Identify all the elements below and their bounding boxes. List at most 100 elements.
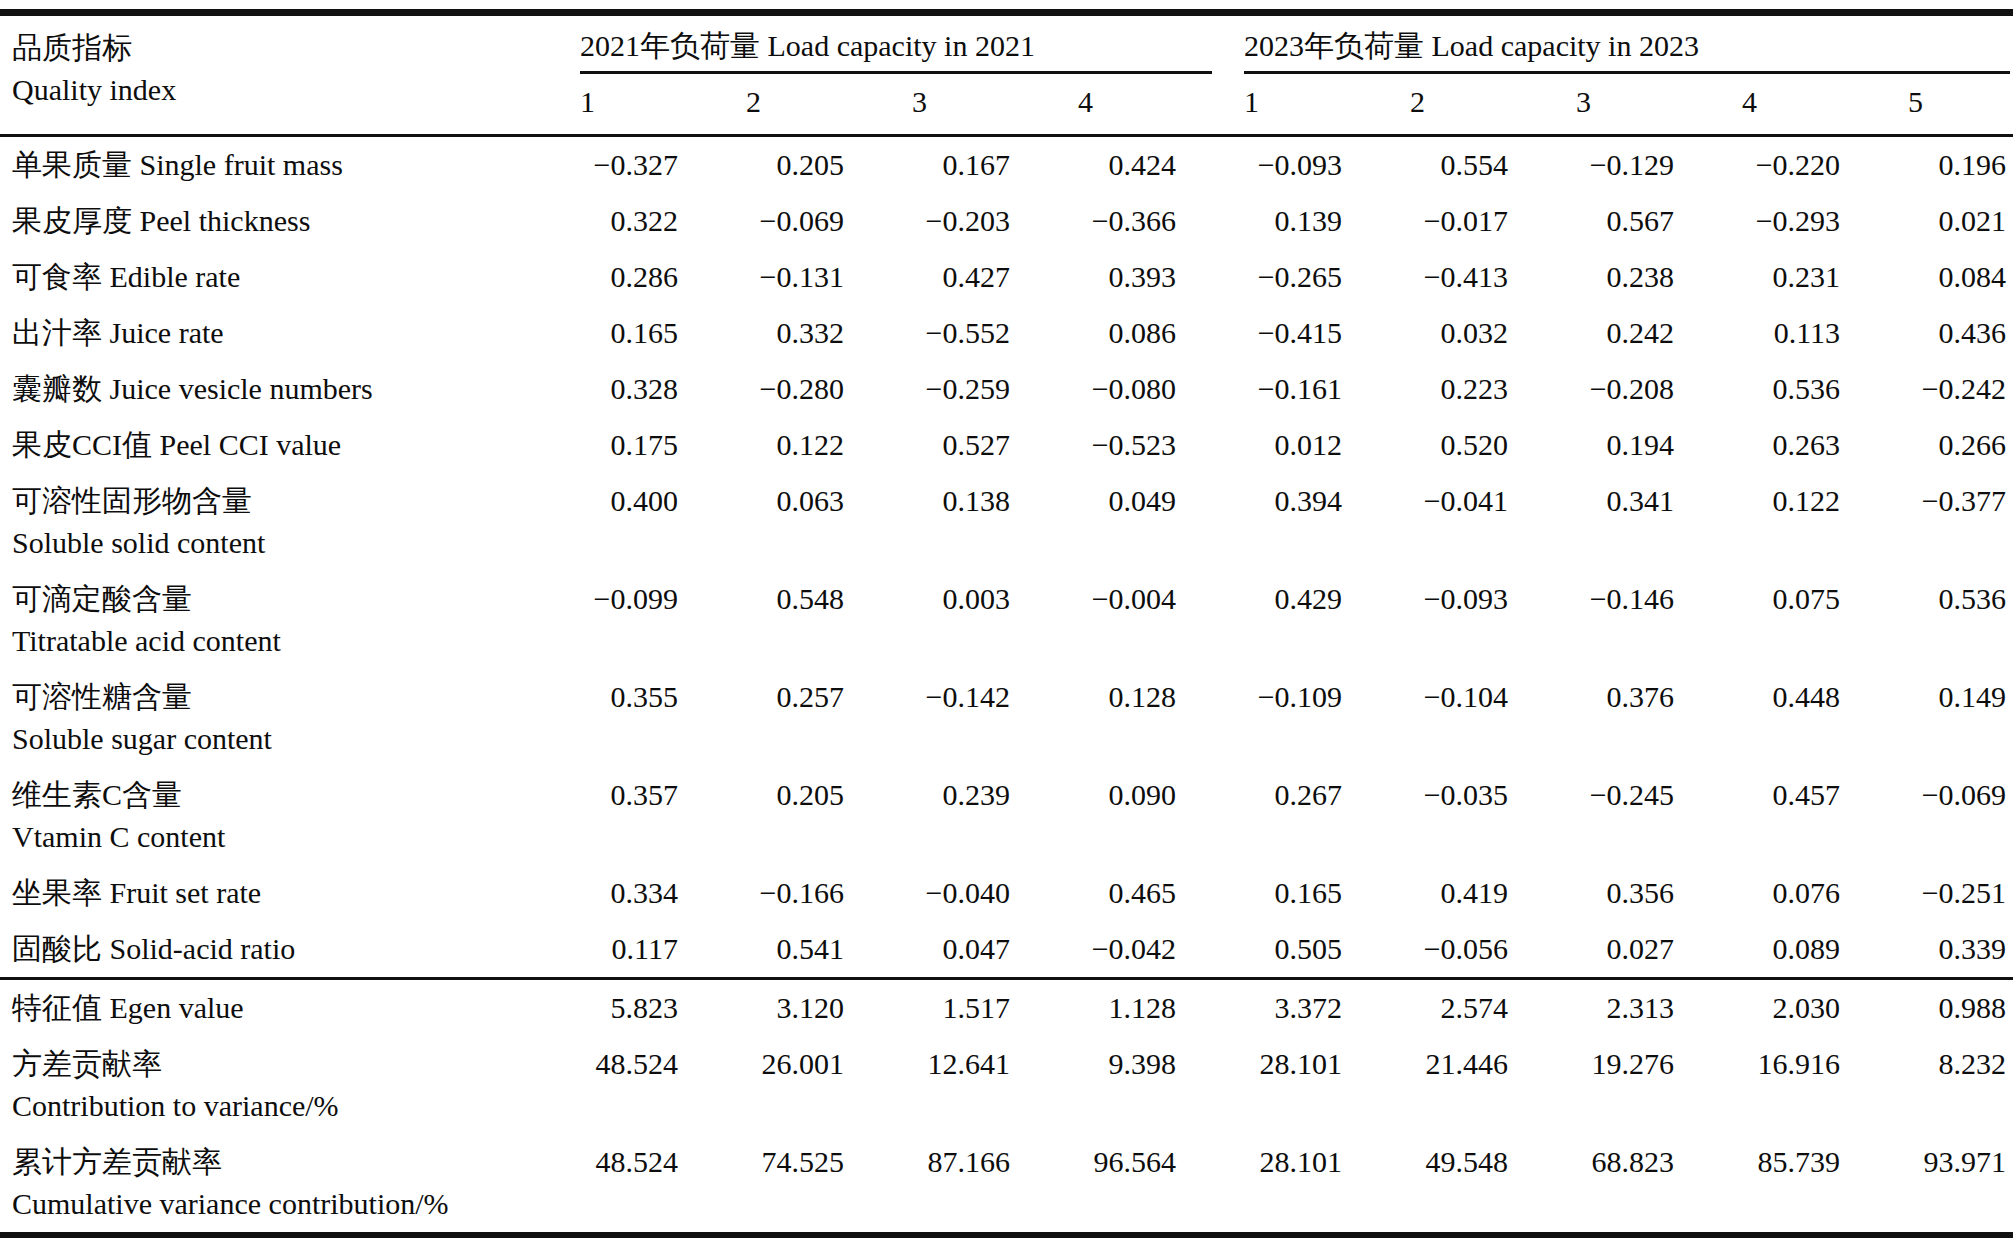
value-cell: −0.004 [1018, 571, 1184, 669]
value-cell: 0.075 [1682, 571, 1848, 669]
value-cell: 0.429 [1184, 571, 1350, 669]
row-label: 果皮CCI值 Peel CCI value [0, 417, 520, 473]
value-cell: 0.021 [1848, 193, 2013, 249]
table-row: 可食率 Edible rate0.286−0.1310.4270.393−0.2… [0, 249, 2013, 305]
group-header-row: 品质指标 Quality index 2021年负荷量 Load capacit… [0, 13, 2013, 75]
value-cell: −0.093 [1184, 136, 1350, 194]
value-cell: −0.413 [1350, 249, 1516, 305]
row-label-en: Soluble solid content [12, 527, 520, 559]
value-cell: 2.030 [1682, 979, 1848, 1037]
value-cell: −0.245 [1516, 767, 1682, 865]
row-label: 囊瓣数 Juice vesicle numbers [0, 361, 520, 417]
value-cell: 0.086 [1018, 305, 1184, 361]
value-cell: 87.166 [852, 1134, 1018, 1235]
pca-loading-table: 品质指标 Quality index 2021年负荷量 Load capacit… [0, 9, 2013, 1238]
value-cell: 0.322 [520, 193, 686, 249]
value-cell: −0.093 [1350, 571, 1516, 669]
row-label-en: Contribution to variance/% [12, 1090, 520, 1122]
table-row: 出汁率 Juice rate0.1650.332−0.5520.086−0.41… [0, 305, 2013, 361]
value-cell: −0.104 [1350, 669, 1516, 767]
row-label-en: Vtamin C content [12, 821, 520, 853]
value-cell: 0.122 [1682, 473, 1848, 571]
row-label: 坐果率 Fruit set rate [0, 865, 520, 921]
value-cell: −0.293 [1682, 193, 1848, 249]
value-cell: −0.251 [1848, 865, 2013, 921]
value-cell: 0.128 [1018, 669, 1184, 767]
value-cell: −0.035 [1350, 767, 1516, 865]
value-cell: 0.536 [1848, 571, 2013, 669]
value-cell: 0.339 [1848, 921, 2013, 979]
value-cell: −0.142 [852, 669, 1018, 767]
row-label-en: Cumulative variance contribution/% [12, 1188, 520, 1220]
row-label: 单果质量 Single fruit mass [0, 136, 520, 194]
value-cell: 0.520 [1350, 417, 1516, 473]
value-cell: −0.242 [1848, 361, 2013, 417]
value-cell: 0.122 [686, 417, 852, 473]
value-cell: 0.084 [1848, 249, 2013, 305]
value-cell: −0.041 [1350, 473, 1516, 571]
component-col-header: 2 [686, 74, 852, 136]
value-cell: −0.131 [686, 249, 852, 305]
value-cell: 0.355 [520, 669, 686, 767]
value-cell: 0.175 [520, 417, 686, 473]
value-cell: 0.047 [852, 921, 1018, 979]
value-cell: 0.167 [852, 136, 1018, 194]
value-cell: −0.042 [1018, 921, 1184, 979]
table-row: 囊瓣数 Juice vesicle numbers0.328−0.280−0.2… [0, 361, 2013, 417]
value-cell: 0.139 [1184, 193, 1350, 249]
row-label: 方差贡献率Contribution to variance/% [0, 1036, 520, 1134]
value-cell: 0.332 [686, 305, 852, 361]
value-cell: 0.113 [1682, 305, 1848, 361]
row-label: 固酸比 Solid-acid ratio [0, 921, 520, 979]
value-cell: 74.525 [686, 1134, 852, 1235]
value-cell: −0.203 [852, 193, 1018, 249]
value-cell: 0.205 [686, 136, 852, 194]
value-cell: −0.259 [852, 361, 1018, 417]
value-cell: −0.017 [1350, 193, 1516, 249]
value-cell: −0.377 [1848, 473, 2013, 571]
value-cell: 0.424 [1018, 136, 1184, 194]
value-cell: 0.063 [686, 473, 852, 571]
value-cell: 48.524 [520, 1036, 686, 1134]
value-cell: −0.166 [686, 865, 852, 921]
value-cell: 0.165 [1184, 865, 1350, 921]
row-label-en: Titratable acid content [12, 625, 520, 657]
component-col-header: 4 [1682, 74, 1848, 136]
component-col-header: 5 [1848, 74, 2013, 136]
value-cell: 93.971 [1848, 1134, 2013, 1235]
row-label: 维生素C含量 Vtamin C content [0, 767, 520, 865]
value-cell: 0.448 [1682, 669, 1848, 767]
value-cell: 26.001 [686, 1036, 852, 1134]
value-cell: 0.400 [520, 473, 686, 571]
value-cell: 28.101 [1184, 1036, 1350, 1134]
value-cell: 0.548 [686, 571, 852, 669]
value-cell: 0.419 [1350, 865, 1516, 921]
value-cell: 0.266 [1848, 417, 2013, 473]
value-cell: 5.823 [520, 979, 686, 1037]
value-cell: −0.280 [686, 361, 852, 417]
value-cell: 21.446 [1350, 1036, 1516, 1134]
value-cell: 0.527 [852, 417, 1018, 473]
value-cell: 3.372 [1184, 979, 1350, 1037]
value-cell: 96.564 [1018, 1134, 1184, 1235]
value-cell: 0.205 [686, 767, 852, 865]
value-cell: −0.161 [1184, 361, 1350, 417]
value-cell: −0.523 [1018, 417, 1184, 473]
value-cell: 0.076 [1682, 865, 1848, 921]
value-cell: 0.356 [1516, 865, 1682, 921]
value-cell: 0.465 [1018, 865, 1184, 921]
value-cell: −0.146 [1516, 571, 1682, 669]
value-cell: 2.574 [1350, 979, 1516, 1037]
table-row: 维生素C含量Vtamin C content0.3570.2050.2390.0… [0, 767, 2013, 865]
quality-index-en: Quality index [12, 74, 520, 106]
value-cell: 0.049 [1018, 473, 1184, 571]
value-cell: 2.313 [1516, 979, 1682, 1037]
table-header: 品质指标 Quality index 2021年负荷量 Load capacit… [0, 13, 2013, 136]
row-label: 特征值 Egen value [0, 979, 520, 1037]
group-header-2023-label: 2023年负荷量 Load capacity in 2023 [1244, 30, 2010, 74]
row-label: 可溶性固形物含量Soluble solid content [0, 473, 520, 571]
value-cell: 12.641 [852, 1036, 1018, 1134]
value-cell: 0.149 [1848, 669, 2013, 767]
row-label-zh: 维生素C含量 [12, 779, 520, 811]
value-cell: 28.101 [1184, 1134, 1350, 1235]
